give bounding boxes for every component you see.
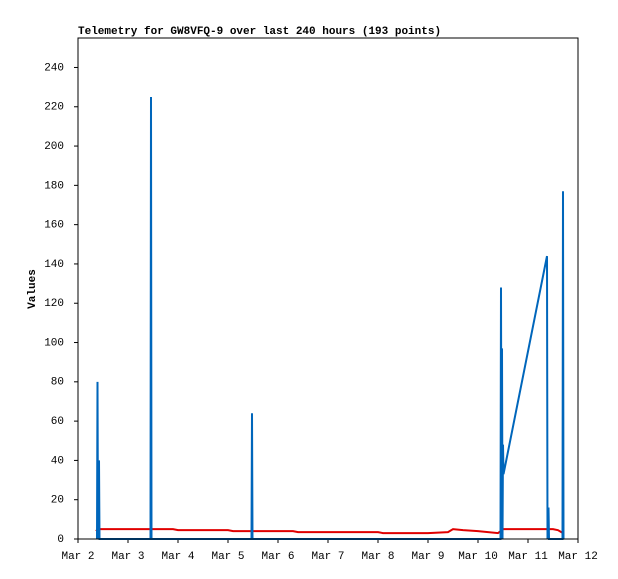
x-tick-label: Mar 2	[61, 551, 94, 563]
y-tick-label: 40	[51, 455, 64, 467]
y-tick-label: 140	[44, 259, 64, 271]
y-axis-label: Values	[27, 269, 39, 309]
y-tick-label: 220	[44, 102, 64, 114]
x-tick-label: Mar 12	[558, 551, 598, 563]
y-tick-label: 120	[44, 298, 64, 310]
x-tick-label: Mar 3	[111, 551, 144, 563]
x-tick-label: Mar 9	[411, 551, 444, 563]
chart-title: Telemetry for GW8VFQ-9 over last 240 hou…	[78, 26, 441, 38]
y-tick-label: 0	[57, 534, 64, 546]
y-tick-label: 200	[44, 141, 64, 153]
y-tick-label: 80	[51, 377, 64, 389]
series-line	[95, 528, 564, 535]
x-tick-label: Mar 11	[508, 551, 548, 563]
y-tick-label: 20	[51, 495, 64, 507]
x-tick-label: Mar 10	[458, 551, 498, 563]
x-tick-label: Mar 4	[161, 551, 194, 563]
y-tick-label: 100	[44, 337, 64, 349]
x-tick-label: Mar 5	[211, 551, 244, 563]
series-line	[96, 96, 565, 540]
y-tick-label: 180	[44, 180, 64, 192]
y-tick-label: 160	[44, 220, 64, 232]
y-tick-label: 240	[44, 62, 64, 74]
x-tick-label: Mar 6	[261, 551, 294, 563]
x-tick-label: Mar 7	[311, 551, 344, 563]
y-tick-label: 60	[51, 416, 64, 428]
x-tick-label: Mar 8	[361, 551, 394, 563]
